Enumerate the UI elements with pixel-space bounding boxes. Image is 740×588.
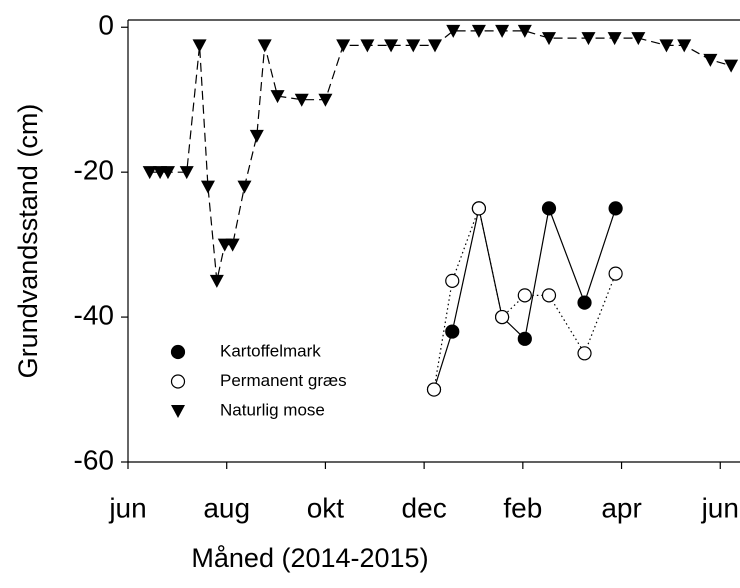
series-line — [433, 206, 617, 390]
marker — [142, 166, 157, 180]
x-tick-label: dec — [402, 492, 447, 523]
marker — [471, 201, 487, 216]
x-tick-label: jun — [108, 492, 146, 523]
marker — [445, 324, 460, 339]
marker — [384, 39, 399, 53]
y-tick-label: -60 — [74, 444, 114, 475]
marker — [703, 53, 718, 67]
marker — [659, 39, 674, 53]
legend-label: Naturlig mose — [220, 400, 325, 419]
marker — [446, 24, 461, 38]
x-tick-label: feb — [503, 492, 542, 523]
marker — [517, 288, 532, 303]
legend-marker — [170, 374, 186, 389]
y-tick-label: -20 — [74, 155, 114, 186]
marker — [577, 346, 592, 361]
legend-marker — [170, 344, 186, 360]
y-tick-label: -40 — [74, 299, 114, 330]
marker — [517, 331, 532, 346]
marker — [360, 39, 375, 53]
legend-label: Kartoffelmark — [220, 341, 321, 360]
marker — [724, 59, 739, 73]
marker — [445, 273, 460, 288]
x-tick-label: okt — [307, 492, 345, 523]
marker — [160, 166, 175, 180]
marker — [577, 295, 592, 310]
marker — [427, 39, 442, 53]
marker — [677, 39, 692, 53]
marker — [192, 39, 207, 53]
marker — [608, 201, 623, 216]
marker — [541, 201, 557, 216]
marker — [225, 238, 240, 252]
marker — [294, 93, 309, 107]
marker — [426, 382, 442, 397]
x-tick-label: jun — [701, 492, 739, 523]
y-tick-label: 0 — [98, 10, 114, 41]
marker — [249, 129, 264, 143]
marker — [406, 39, 421, 53]
marker — [318, 93, 333, 107]
legend-label: Permanent græs — [220, 371, 347, 390]
marker — [517, 24, 532, 38]
marker — [541, 288, 557, 303]
marker — [336, 39, 351, 53]
marker — [209, 274, 224, 288]
marker — [495, 309, 510, 325]
marker — [257, 39, 272, 53]
marker — [631, 32, 646, 46]
marker — [179, 166, 194, 180]
marker — [541, 32, 556, 46]
x-tick-label: apr — [601, 492, 641, 523]
marker — [581, 32, 596, 46]
marker — [270, 90, 285, 104]
x-axis-label: Måned (2014-2015) — [191, 543, 428, 573]
marker — [607, 32, 622, 46]
x-tick-label: aug — [203, 492, 250, 523]
marker — [471, 24, 486, 38]
series-line — [433, 206, 617, 390]
marker — [608, 266, 623, 281]
y-axis-label: Grundvandsstand (cm) — [13, 104, 43, 379]
legend-marker — [171, 405, 185, 418]
series-line — [149, 30, 732, 281]
marker — [495, 24, 510, 38]
marker — [200, 180, 215, 194]
marker — [237, 180, 252, 194]
